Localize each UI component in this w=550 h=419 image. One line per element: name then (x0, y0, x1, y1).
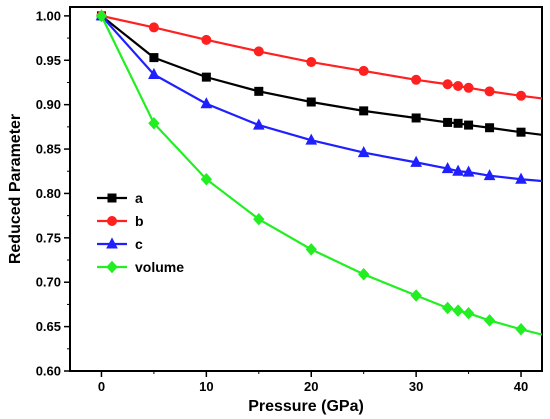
data-point-a (306, 97, 316, 107)
data-point-c (515, 172, 527, 184)
x-axis: 0 10 20 30 40 (98, 371, 528, 394)
data-point-b (453, 81, 464, 92)
x-axis-title: Pressure (GPa) (248, 398, 364, 415)
data-point-c (148, 67, 160, 79)
data-point-a (359, 106, 369, 116)
y-tick-label: 0.90 (36, 97, 61, 112)
data-point-b (306, 57, 317, 68)
y-tick-label: 0.80 (36, 186, 61, 201)
data-point-c (357, 146, 370, 158)
data-point-volume (253, 212, 265, 226)
data-point-a (149, 53, 159, 63)
data-point-c (252, 118, 265, 130)
data-point-volume (305, 243, 317, 256)
y-axis-title: Reduced Parameter (7, 114, 24, 264)
series-b (96, 10, 542, 101)
data-point-volume (95, 9, 108, 23)
x-tick-label: 30 (409, 379, 423, 394)
x-tick-label: 10 (199, 379, 213, 394)
x-tick-label: 0 (98, 379, 105, 394)
data-point-c (410, 155, 422, 167)
x-tick-label: 20 (304, 379, 318, 394)
y-tick-label: 1.00 (36, 8, 61, 23)
data-point-b (411, 74, 422, 85)
data-point-a (443, 117, 453, 127)
data-point-volume (462, 307, 475, 320)
data-point-a (254, 86, 264, 96)
data-point-volume (410, 289, 422, 302)
legend-item-c: c (97, 236, 143, 252)
plot-border (69, 6, 543, 372)
legend-item-a: a (97, 190, 143, 206)
series-layer (95, 9, 542, 336)
legend-label: b (135, 213, 144, 229)
legend-item-volume: volume (97, 259, 184, 275)
y-tick-label: 0.65 (36, 319, 61, 334)
data-point-b (201, 34, 212, 45)
legend-marker (106, 260, 118, 274)
series-a (96, 11, 542, 137)
data-point-volume (200, 172, 213, 186)
data-point-a (485, 123, 495, 133)
data-point-b (463, 82, 474, 93)
data-point-c (452, 164, 464, 176)
legend-marker (107, 216, 117, 226)
legend-marker (107, 193, 117, 203)
legend-marker (106, 237, 118, 249)
data-point-b (358, 65, 369, 76)
series-line-b (101, 14, 542, 100)
data-point-volume (452, 304, 464, 317)
data-point-a (464, 120, 474, 130)
series-line-c (100, 15, 542, 183)
legend-label: volume (135, 259, 184, 275)
y-tick-label: 0.60 (36, 364, 61, 379)
data-point-c (462, 165, 475, 177)
y-tick-label: 0.95 (36, 53, 61, 68)
legend-label: c (135, 236, 143, 252)
data-point-c (483, 169, 496, 181)
legend: abc volume (97, 190, 184, 275)
data-point-b (442, 79, 453, 90)
series-line-a (100, 15, 542, 136)
data-point-b (148, 22, 159, 33)
data-point-b (516, 90, 527, 101)
data-point-a (201, 72, 211, 82)
data-point-a (411, 113, 421, 123)
y-axis: 0.60 0.65 0.70 0.75 0.80 0.85 0.90 0.95 1.00 (36, 8, 70, 379)
plot-area (69, 6, 543, 372)
y-tick-label: 0.70 (36, 275, 61, 290)
data-point-volume (358, 267, 370, 281)
data-point-c (305, 133, 318, 145)
data-point-c (441, 162, 454, 174)
x-tick-label: 40 (514, 379, 528, 394)
y-tick-label: 0.85 (36, 142, 61, 157)
y-tick-label: 0.75 (36, 230, 61, 245)
series-c (95, 9, 542, 184)
data-point-volume (441, 301, 454, 315)
data-point-b (484, 86, 495, 97)
data-point-volume (148, 117, 160, 130)
series-volume (95, 9, 542, 336)
legend-item-b: b (97, 213, 144, 229)
legend-label: a (135, 190, 143, 206)
data-point-a (453, 118, 463, 128)
data-point-c (200, 97, 213, 109)
data-point-volume (515, 323, 527, 336)
data-point-a (516, 127, 526, 137)
data-point-volume (483, 314, 496, 327)
data-point-b (253, 46, 264, 57)
